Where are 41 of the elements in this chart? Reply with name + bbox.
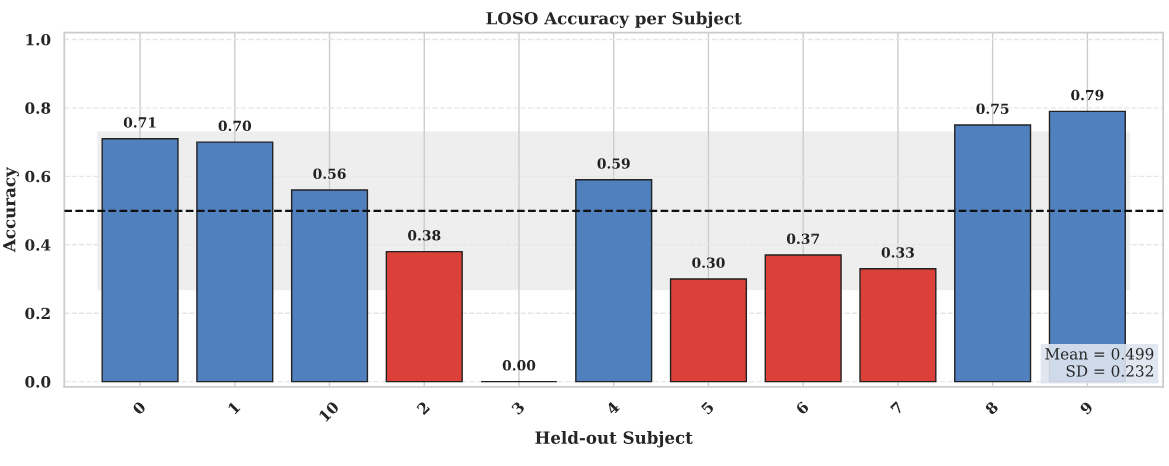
- data-label: 0.71: [123, 117, 156, 128]
- x-tick-label: 2: [416, 401, 431, 415]
- x-tick-label: 8: [984, 400, 999, 416]
- x-tick-label: 7: [890, 401, 904, 415]
- data-label: 0.33: [881, 247, 914, 258]
- y-axis-title: Accuracy: [3, 166, 19, 253]
- y-tick-label: 1.0: [26, 33, 51, 46]
- x-tick-label: 3: [510, 400, 526, 416]
- data-label: 0.30: [692, 257, 725, 268]
- data-label: 0.38: [408, 230, 441, 241]
- x-tick-label: 10: [318, 400, 340, 423]
- x-tick-label: 4: [605, 400, 621, 416]
- chart-title: LOSO Accuracy per Subject: [486, 11, 742, 28]
- bar: [290, 189, 369, 383]
- x-tick-label: 6: [795, 400, 810, 416]
- y-tick-label: 0.2: [25, 307, 50, 320]
- y-tick-label: 0.4: [25, 239, 51, 251]
- bar: [196, 141, 274, 383]
- x-tick-label: 5: [700, 401, 715, 415]
- data-label: 0.37: [786, 233, 819, 245]
- y-tick-label: 0.8: [25, 102, 51, 114]
- data-label: 0.59: [597, 158, 630, 169]
- bar: [764, 254, 842, 383]
- bar: [101, 138, 179, 383]
- bar: [669, 278, 748, 383]
- x-tick-label: 9: [1079, 400, 1094, 416]
- annotation: Mean = 0.499 SD = 0.232: [1045, 348, 1154, 377]
- bar: [385, 250, 463, 383]
- x-axis-title: Held-out Subject: [535, 431, 693, 448]
- bar: [575, 179, 653, 383]
- y-tick-label: 0.6: [25, 170, 51, 183]
- bar: [954, 124, 1032, 383]
- data-label: 0.70: [218, 120, 252, 132]
- x-tick-label: 0: [131, 400, 147, 416]
- data-label: 0.79: [1071, 89, 1104, 101]
- x-tick-label: 1: [227, 401, 241, 415]
- bar: [859, 268, 937, 383]
- y-tick-label: 0.0: [25, 376, 51, 388]
- data-label: 0.75: [976, 103, 1009, 114]
- data-label: 0.00: [502, 360, 536, 371]
- data-label: 0.56: [313, 168, 346, 179]
